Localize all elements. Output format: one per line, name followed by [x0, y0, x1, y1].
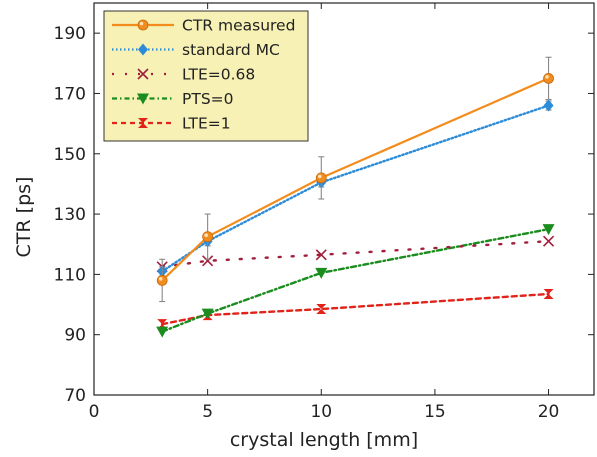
series-line — [160, 240, 550, 269]
y-tick-label: 110 — [54, 265, 86, 285]
y-tick-label: 90 — [64, 326, 86, 346]
legend-item: PTS=0 — [112, 90, 234, 108]
data-point — [315, 249, 327, 261]
legend-item: LTE=0.68 — [112, 66, 255, 84]
series-4 — [157, 288, 554, 330]
legend-label: CTR measured — [182, 17, 295, 35]
legend-item: CTR measured — [112, 17, 295, 35]
legend-marker — [137, 93, 149, 105]
legend-box — [103, 10, 309, 142]
data-point — [542, 235, 555, 247]
legend-label: standard MC — [182, 41, 280, 59]
x-tick-label: 20 — [538, 402, 560, 422]
data-point — [543, 99, 554, 112]
series-line — [161, 77, 550, 282]
data-point — [157, 319, 168, 330]
data-point-shine — [158, 277, 163, 281]
data-point — [315, 267, 328, 279]
series-line — [160, 104, 550, 273]
legend-label: LTE=0.68 — [182, 66, 255, 84]
legend-marker — [137, 19, 149, 31]
data-point — [543, 288, 554, 299]
y-tick-label: 150 — [54, 145, 86, 165]
legend-marker — [138, 118, 148, 128]
series-line — [160, 292, 550, 326]
x-tick-label: 15 — [424, 402, 446, 422]
data-point — [156, 275, 168, 286]
data-point-shine — [317, 174, 322, 179]
series-layer — [156, 56, 555, 338]
legend-label: LTE=1 — [182, 115, 231, 133]
data-point-fill — [315, 172, 327, 184]
data-point-fill — [202, 231, 214, 243]
legend-marker — [138, 43, 148, 56]
y-axis-title: CTR [ps] — [13, 177, 35, 258]
y-tick-label: 190 — [54, 24, 86, 44]
data-point — [156, 326, 169, 338]
legend-marker-fill — [137, 19, 149, 31]
data-point — [542, 224, 555, 236]
data-point — [202, 255, 214, 267]
legend-marker-shine — [139, 21, 144, 26]
legend: CTR measured standard MC LTE=0.68 PTS=0 LTE=… — [103, 10, 309, 142]
data-point-fill — [156, 275, 168, 286]
y-tick-label: 70 — [64, 386, 86, 406]
legend-item: standard MC — [112, 41, 280, 59]
ticks-layer: 70 90 110 130 150 170 190 0 5 10 15 20 — [54, 3, 594, 422]
data-point — [315, 172, 327, 184]
series-0 — [156, 56, 554, 303]
data-point — [202, 231, 214, 243]
data-point-shine — [204, 233, 208, 237]
legend-item: LTE=1 — [112, 115, 231, 133]
data-point — [543, 72, 554, 84]
x-tick-label: 0 — [89, 402, 100, 422]
data-point-fill — [543, 72, 554, 84]
x-tick-label: 5 — [202, 402, 213, 422]
series-3 — [156, 224, 555, 338]
y-tick-label: 130 — [54, 205, 86, 225]
legend-marker — [137, 68, 149, 80]
x-tick-label: 10 — [310, 402, 332, 422]
y-tick-label: 170 — [54, 84, 86, 104]
series-line — [160, 227, 550, 333]
legend-label: PTS=0 — [182, 90, 234, 108]
x-axis-title: crystal length [mm] — [230, 429, 418, 451]
data-point-shine — [545, 75, 549, 79]
data-point — [201, 308, 214, 320]
data-point — [316, 304, 327, 315]
